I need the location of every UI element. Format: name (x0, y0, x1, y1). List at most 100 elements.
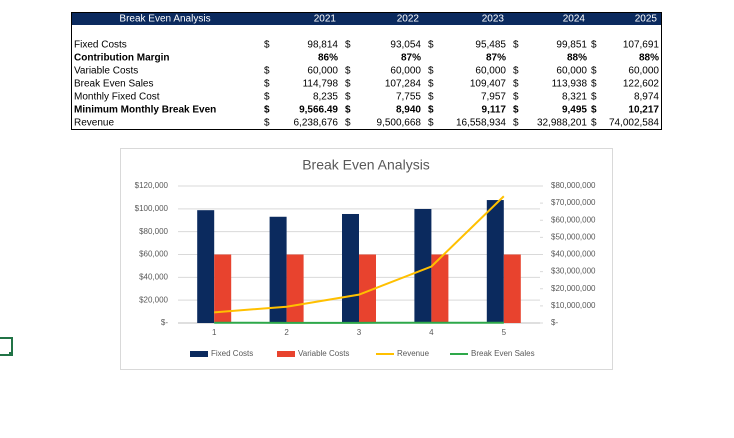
currency-symbol: $ (513, 118, 519, 129)
currency-symbol: $ (591, 105, 597, 116)
currency-symbol: $ (513, 92, 519, 103)
cell-value: 87% (401, 53, 421, 64)
cell-value: 93,054 (390, 40, 421, 51)
cell-value: 86% (318, 53, 338, 64)
legend-swatch (277, 351, 295, 357)
bar (342, 213, 359, 323)
fill-handle (9, 352, 13, 356)
y-tick-label: $80,000 (139, 227, 168, 236)
row-label: Contribution Margin (74, 53, 170, 64)
cell-value: 88% (567, 53, 587, 64)
currency-symbol: $ (345, 66, 351, 77)
chart-title: Break Even Analysis (302, 157, 430, 173)
y2-tick-label: $80,000,000 (551, 181, 596, 190)
y-tick-label: $60,000 (139, 250, 168, 259)
cell-value: 95,485 (475, 40, 506, 51)
cell-value: 9,495 (562, 105, 587, 116)
cell-value: 107,691 (623, 40, 660, 51)
legend-label: Variable Costs (298, 349, 349, 358)
bar (503, 254, 521, 323)
currency-symbol: $ (345, 40, 351, 51)
x-tick-label: 1 (212, 328, 217, 337)
currency-symbol: $ (264, 92, 270, 103)
y-tick-label: $40,000 (139, 272, 168, 281)
x-tick-label: 4 (429, 328, 434, 337)
cell-value: 9,500,668 (377, 118, 422, 129)
cell-value: 8,974 (634, 92, 659, 103)
legend-swatch (190, 351, 208, 357)
cell-value: 10,217 (628, 105, 659, 116)
currency-symbol: $ (591, 66, 597, 77)
bar (431, 254, 449, 323)
cell-value: 8,321 (562, 92, 587, 103)
currency-symbol: $ (591, 40, 597, 51)
cell-value: 60,000 (628, 66, 659, 77)
cell-value: 9,566.49 (299, 105, 338, 116)
currency-symbol: $ (264, 105, 270, 116)
legend-label: Break Even Sales (471, 349, 535, 358)
y2-tick-label: $10,000,000 (551, 301, 596, 310)
currency-symbol: $ (513, 79, 519, 90)
cell-value: 60,000 (475, 66, 506, 77)
row-label: Fixed Costs (74, 40, 127, 51)
y2-tick-label: $60,000,000 (551, 215, 596, 224)
cell-value: 99,851 (556, 40, 587, 51)
currency-symbol: $ (428, 92, 434, 103)
currency-symbol: $ (591, 79, 597, 90)
cell-value: 122,602 (623, 79, 660, 90)
currency-symbol: $ (513, 105, 519, 116)
bar (486, 200, 504, 323)
cell-value: 107,284 (385, 79, 422, 90)
table-title: Break Even Analysis (119, 14, 210, 25)
row-label: Break Even Sales (74, 79, 154, 90)
bar (286, 254, 304, 323)
currency-symbol: $ (345, 105, 351, 116)
x-tick-label: 2 (284, 328, 289, 337)
y-tick-label: $100,000 (135, 204, 169, 213)
currency-symbol: $ (428, 79, 434, 90)
cell-value: 60,000 (307, 66, 338, 77)
year-header: 2023 (482, 14, 505, 25)
currency-symbol: $ (345, 92, 351, 103)
y-tick-label: $- (161, 318, 168, 327)
cell-value: 8,235 (313, 92, 338, 103)
year-header: 2022 (397, 14, 420, 25)
row-label: Variable Costs (74, 66, 138, 77)
y2-tick-label: $40,000,000 (551, 250, 596, 259)
currency-symbol: $ (345, 79, 351, 90)
cell-value: 114,798 (303, 79, 339, 90)
y-tick-label: $120,000 (135, 181, 169, 190)
x-tick-label: 3 (357, 328, 362, 337)
cell-value: 88% (639, 53, 659, 64)
year-header: 2025 (635, 14, 658, 25)
cell-value: 16,558,934 (456, 118, 506, 129)
cell-selection (0, 337, 13, 356)
table-header-band (71, 12, 662, 25)
cell-value: 98,814 (307, 40, 338, 51)
y2-tick-label: $- (551, 318, 558, 327)
currency-symbol: $ (264, 40, 270, 51)
cell-value: 113,938 (552, 79, 588, 90)
cell-value: 109,407 (470, 79, 507, 90)
x-tick-label: 5 (502, 328, 507, 337)
y2-tick-label: $20,000,000 (551, 284, 596, 293)
currency-symbol: $ (428, 105, 434, 116)
cell-value: 6,238,676 (294, 118, 339, 129)
year-header: 2024 (563, 14, 586, 25)
cell-value: 7,755 (396, 92, 421, 103)
y2-tick-label: $30,000,000 (551, 267, 596, 276)
currency-symbol: $ (591, 118, 597, 129)
cell-value: 87% (486, 53, 506, 64)
currency-symbol: $ (264, 66, 270, 77)
cell-value: 60,000 (390, 66, 421, 77)
cell-value: 8,940 (396, 105, 421, 116)
y2-tick-label: $70,000,000 (551, 198, 596, 207)
cell-value: 32,988,201 (537, 118, 587, 129)
row-label: Minimum Monthly Break Even (74, 105, 216, 116)
line-series (214, 195, 505, 314)
cell-value: 9,117 (482, 105, 507, 116)
bar (359, 254, 376, 323)
legend-label: Fixed Costs (211, 349, 253, 358)
